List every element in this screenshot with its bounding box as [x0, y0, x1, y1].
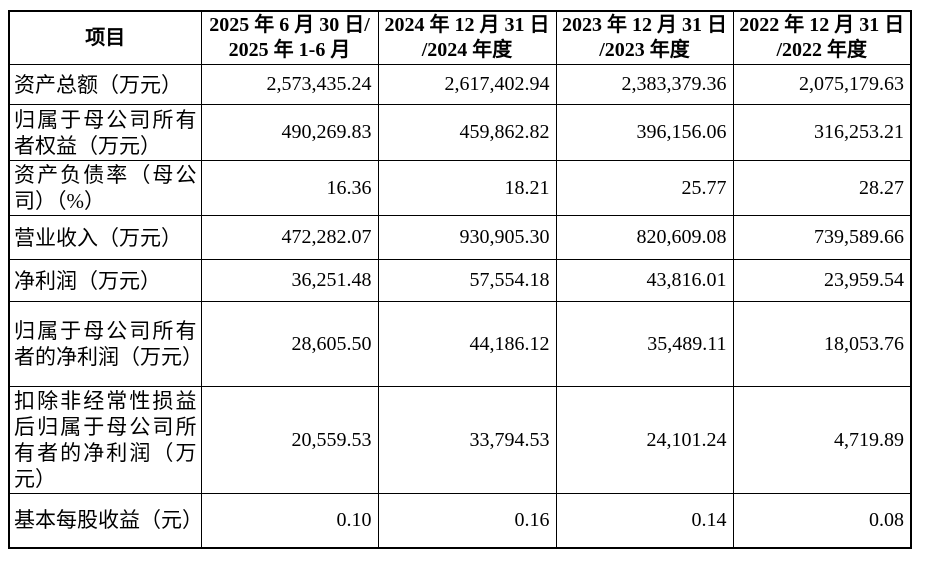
table-row-total-assets: 资产总额（万元） 2,573,435.24 2,617,402.94 2,383… [8, 64, 912, 105]
column-header-period-2025: 2025 年 6 月 30 日/ 2025 年 1-6 月 [200, 10, 379, 65]
row-label: 资产总额（万元） [8, 64, 202, 105]
cell-value: 33,794.53 [377, 386, 557, 494]
table-row-parent-net-profit: 归属于母公司所有者的净利润（万元） 28,605.50 44,186.12 35… [8, 301, 912, 387]
cell-value: 0.14 [555, 493, 734, 548]
cell-value: 2,075,179.63 [732, 64, 912, 105]
cell-value: 459,862.82 [377, 104, 557, 161]
period-header-line1: 2024 年 12 月 31 日 [384, 14, 550, 36]
cell-value: 396,156.06 [555, 104, 734, 161]
row-label: 净利润（万元） [8, 259, 202, 302]
cell-value: 0.10 [200, 493, 379, 548]
row-label: 资产负债率（母公司）（%） [8, 160, 202, 216]
table-row-parent-equity: 归属于母公司所有者权益（万元） 490,269.83 459,862.82 39… [8, 104, 912, 161]
period-header-line1: 2025 年 6 月 30 日/ [209, 14, 370, 36]
row-label: 归属于母公司所有者权益（万元） [8, 104, 202, 161]
cell-value: 930,905.30 [377, 215, 557, 260]
cell-value: 18,053.76 [732, 301, 912, 387]
financial-summary-table: 项目 2025 年 6 月 30 日/ 2025 年 1-6 月 2024 年 … [8, 10, 912, 549]
row-label: 营业收入（万元） [8, 215, 202, 260]
cell-value: 44,186.12 [377, 301, 557, 387]
cell-value: 2,383,379.36 [555, 64, 734, 105]
column-header-period-2022: 2022 年 12 月 31 日 /2022 年度 [732, 10, 912, 65]
cell-value: 43,816.01 [555, 259, 734, 302]
table-row-net-profit: 净利润（万元） 36,251.48 57,554.18 43,816.01 23… [8, 259, 912, 302]
cell-value: 35,489.11 [555, 301, 734, 387]
cell-value: 28,605.50 [200, 301, 379, 387]
table-row-deducted-net-profit: 扣除非经常性损益后归属于母公司所有者的净利润（万元） 20,559.53 33,… [8, 386, 912, 494]
cell-value: 739,589.66 [732, 215, 912, 260]
table-header-row: 项目 2025 年 6 月 30 日/ 2025 年 1-6 月 2024 年 … [8, 10, 912, 65]
column-header-item: 项目 [8, 10, 202, 65]
period-header-line2: /2023 年度 [599, 39, 690, 61]
cell-value: 18.21 [377, 160, 557, 216]
row-label: 基本每股收益（元） [8, 493, 202, 548]
cell-value: 472,282.07 [200, 215, 379, 260]
cell-value: 2,573,435.24 [200, 64, 379, 105]
cell-value: 0.08 [732, 493, 912, 548]
column-header-period-2024: 2024 年 12 月 31 日 /2024 年度 [377, 10, 557, 65]
period-header-line1: 2023 年 12 月 31 日 [562, 14, 727, 36]
table-row-revenue: 营业收入（万元） 472,282.07 930,905.30 820,609.0… [8, 215, 912, 260]
cell-value: 20,559.53 [200, 386, 379, 494]
cell-value: 2,617,402.94 [377, 64, 557, 105]
row-label: 归属于母公司所有者的净利润（万元） [8, 301, 202, 387]
cell-value: 0.16 [377, 493, 557, 548]
cell-value: 820,609.08 [555, 215, 734, 260]
cell-value: 28.27 [732, 160, 912, 216]
period-header-line1: 2022 年 12 月 31 日 [739, 14, 905, 36]
cell-value: 24,101.24 [555, 386, 734, 494]
period-header-line2: /2024 年度 [421, 39, 513, 61]
cell-value: 316,253.21 [732, 104, 912, 161]
period-header-line2: 2025 年 1-6 月 [228, 39, 351, 61]
column-header-period-2023: 2023 年 12 月 31 日 /2023 年度 [555, 10, 734, 65]
cell-value: 25.77 [555, 160, 734, 216]
cell-value: 36,251.48 [200, 259, 379, 302]
period-header-line2: /2022 年度 [776, 39, 868, 61]
table-row-basic-eps: 基本每股收益（元） 0.10 0.16 0.14 0.08 [8, 493, 912, 548]
cell-value: 4,719.89 [732, 386, 912, 494]
row-label: 扣除非经常性损益后归属于母公司所有者的净利润（万元） [8, 386, 202, 494]
cell-value: 16.36 [200, 160, 379, 216]
cell-value: 57,554.18 [377, 259, 557, 302]
table-row-debt-ratio: 资产负债率（母公司）（%） 16.36 18.21 25.77 28.27 [8, 160, 912, 216]
cell-value: 490,269.83 [200, 104, 379, 161]
cell-value: 23,959.54 [732, 259, 912, 302]
